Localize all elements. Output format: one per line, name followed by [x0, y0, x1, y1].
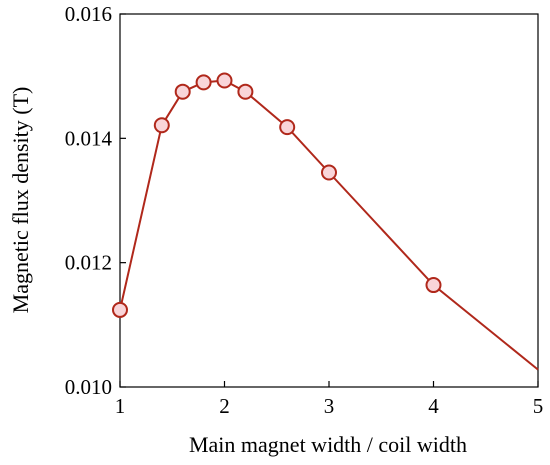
- x-axis: 1 2 3 4 5: [115, 381, 544, 418]
- x-axis-label: Main magnet width / coil width: [189, 432, 467, 457]
- y-tick-label: 0.010: [65, 375, 112, 399]
- y-tick-label: 0.014: [65, 126, 113, 150]
- plot-frame: [119, 13, 539, 388]
- data-point: [153, 117, 170, 134]
- plot-area-border: [119, 13, 539, 388]
- y-tick-label: 0.012: [65, 251, 112, 275]
- data-point: [112, 301, 128, 318]
- x-tick-label: 5: [533, 394, 544, 418]
- x-tick-label: 3: [324, 394, 335, 418]
- x-tick-label: 2: [219, 394, 230, 418]
- x-tick-label: 4: [428, 394, 439, 418]
- data-point: [216, 72, 233, 89]
- data-point: [237, 83, 254, 100]
- x-tick-label: 1: [115, 394, 126, 418]
- y-axis-label: Magnetic flux density (T): [8, 87, 33, 314]
- series-line: [119, 79, 539, 371]
- y-axis: 0.010 0.012 0.014 0.016: [65, 2, 126, 399]
- data-point: [425, 277, 442, 294]
- series-layer: [112, 72, 539, 371]
- data-point: [279, 119, 296, 136]
- data-point: [195, 74, 212, 91]
- y-tick-label: 0.016: [65, 2, 112, 26]
- data-point: [321, 164, 337, 181]
- data-point: [174, 83, 191, 100]
